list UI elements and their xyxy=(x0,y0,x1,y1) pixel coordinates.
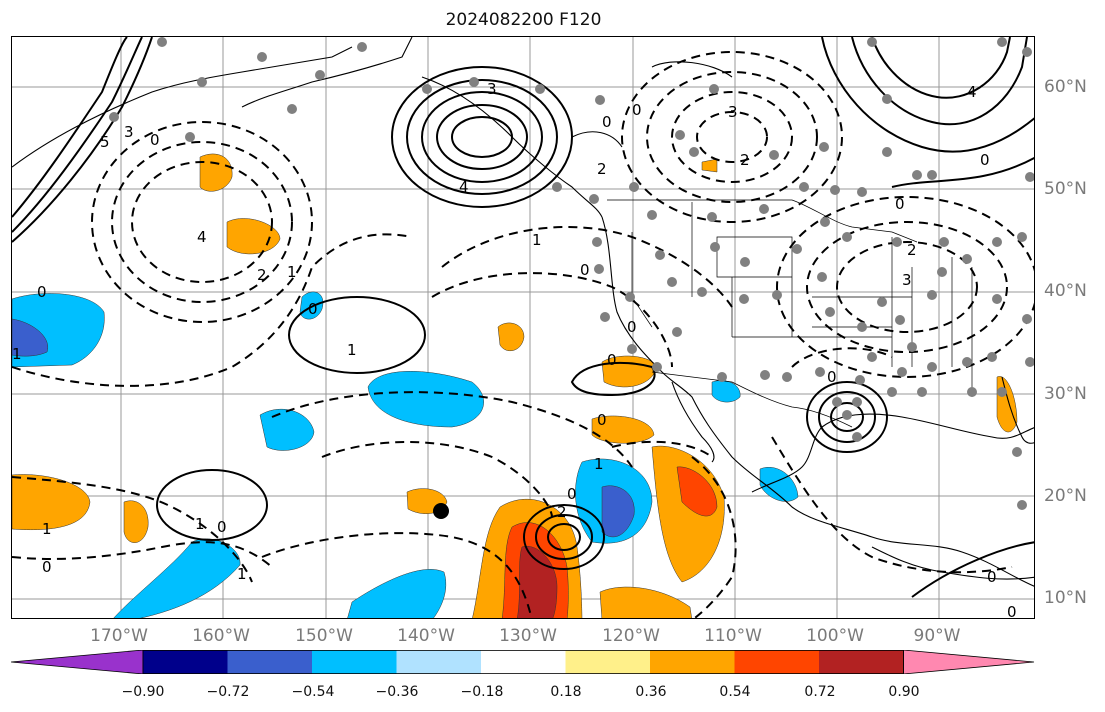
negative-contours xyxy=(12,51,1034,618)
colorbar-extend-low xyxy=(11,650,144,674)
colorbar-tick: −0.72 xyxy=(206,684,250,700)
contour-label: 3 xyxy=(124,123,134,141)
lon-label: 160°W xyxy=(192,626,250,646)
contour-label: 0 xyxy=(1007,603,1017,619)
colorbar-segment xyxy=(819,650,904,674)
contour-label: 1 xyxy=(347,341,357,359)
contour-label: 0 xyxy=(987,568,997,586)
plot-title: 2024082200 F120 xyxy=(445,10,602,30)
contour-labels: 3 4 0 2 0 3 2 4 0 5 3 0 4 2 1 0 1 1 0 0 … xyxy=(12,80,1017,619)
colorbar-segment xyxy=(565,650,651,674)
contour-label: 0 xyxy=(580,261,590,279)
colorbar-tick: −0.90 xyxy=(121,684,165,700)
colorbar-segments xyxy=(11,650,1035,674)
lat-label: 40°N xyxy=(1044,281,1087,301)
contour-label: 3 xyxy=(487,80,497,98)
colorbar xyxy=(11,650,1035,674)
colorbar-segment xyxy=(227,650,313,674)
lat-label: 50°N xyxy=(1044,179,1087,199)
lon-label: 150°W xyxy=(295,626,353,646)
contour-label: 1 xyxy=(12,345,22,363)
positive-contours xyxy=(12,37,1034,598)
colorbar-segment xyxy=(312,650,397,674)
contour-label: 0 xyxy=(827,368,837,386)
lon-label: 110°W xyxy=(704,626,762,646)
lon-label: 100°W xyxy=(806,626,864,646)
colorbar-segment xyxy=(481,650,566,674)
lon-label: 170°W xyxy=(90,626,148,646)
lon-label: 90°W xyxy=(913,626,961,646)
storm-marker xyxy=(433,503,449,519)
colorbar-tick: 0.90 xyxy=(888,684,920,700)
contour-label: 0 xyxy=(37,283,47,301)
contour-label: 0 xyxy=(632,101,642,119)
colorbar-segment xyxy=(650,650,735,674)
contour-label: 1 xyxy=(532,231,542,249)
map-svg: 3 4 0 2 0 3 2 4 0 5 3 0 4 2 1 0 1 1 0 0 … xyxy=(12,37,1034,619)
contour-label: 1 xyxy=(42,520,52,538)
lon-label: 140°W xyxy=(397,626,455,646)
contour-label: 0 xyxy=(150,131,160,149)
contour-label: 5 xyxy=(100,133,110,151)
contour-label: 2 xyxy=(907,241,917,259)
contour-label: 0 xyxy=(217,518,227,536)
contour-label: 0 xyxy=(597,411,607,429)
colorbar-tick: 0.72 xyxy=(804,684,836,700)
contour-label: 4 xyxy=(197,228,207,246)
contour-label: 2 xyxy=(257,266,267,284)
contour-label: 1 xyxy=(237,565,247,583)
colorbar-frame xyxy=(142,650,904,674)
contour-label: 0 xyxy=(308,300,318,318)
colorbar-segment xyxy=(396,650,482,674)
lon-label: 130°W xyxy=(499,626,557,646)
contour-label: 2 xyxy=(557,503,567,521)
colorbar-tick: −0.54 xyxy=(291,684,335,700)
colorbar-tick: −0.36 xyxy=(375,684,419,700)
colorbar-segment xyxy=(734,650,820,674)
colorbar-tick: −0.18 xyxy=(460,684,504,700)
contour-label: 0 xyxy=(627,318,637,336)
contour-label: 1 xyxy=(195,515,205,533)
colorbar-extend-high xyxy=(903,650,1035,674)
colorbar-tick: 0.36 xyxy=(635,684,667,700)
contour-label: 0 xyxy=(895,195,905,213)
map-panel[interactable]: 3 4 0 2 0 3 2 4 0 5 3 0 4 2 1 0 1 1 0 0 … xyxy=(11,36,1035,619)
contour-label: 0 xyxy=(567,485,577,503)
lat-label: 10°N xyxy=(1044,588,1087,608)
colorbar-tick: 0.18 xyxy=(550,684,582,700)
colorbar-segment xyxy=(143,650,228,674)
lat-label: 60°N xyxy=(1044,77,1087,97)
lat-label: 20°N xyxy=(1044,486,1087,506)
contour-label: 1 xyxy=(594,455,604,473)
contour-label: 4 xyxy=(459,178,469,196)
station-dots xyxy=(109,37,1034,510)
contour-label: 2 xyxy=(597,160,607,178)
contour-label: 0 xyxy=(980,151,990,169)
shaded-anomalies xyxy=(12,153,1018,618)
contour-label: 0 xyxy=(607,351,617,369)
contour-label: 3 xyxy=(728,103,738,121)
colorbar-tick: 0.54 xyxy=(719,684,751,700)
lat-label: 30°N xyxy=(1044,384,1087,404)
contour-label: 0 xyxy=(602,113,612,131)
contour-label: 2 xyxy=(740,151,750,169)
contour-label: 3 xyxy=(902,271,912,289)
contour-label: 0 xyxy=(42,558,52,576)
lon-label: 120°W xyxy=(602,626,660,646)
contour-label: 4 xyxy=(967,83,977,101)
contour-label: 1 xyxy=(287,263,297,281)
